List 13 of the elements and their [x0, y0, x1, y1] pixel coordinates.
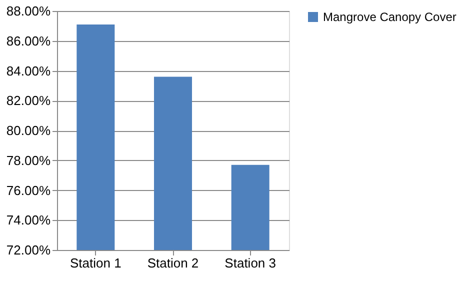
y-tick-label: 76.00% — [6, 182, 51, 198]
x-tick-label: Station 3 — [224, 256, 276, 270]
y-tick-label: 80.00% — [6, 123, 51, 138]
y-tick-label: 86.00% — [6, 33, 51, 48]
legend-label: Mangrove Canopy Cover — [323, 10, 456, 24]
y-tick-label: 88.00% — [6, 4, 51, 18]
y-tick-label: 84.00% — [6, 63, 51, 78]
x-tick-label: Station 1 — [70, 256, 122, 270]
y-tick-label: 72.00% — [6, 242, 51, 258]
y-tick-label: 74.00% — [6, 212, 51, 228]
y-tick-label: 78.00% — [6, 152, 51, 168]
y-tick-label: 82.00% — [6, 93, 51, 108]
x-tick-label: Station 2 — [147, 256, 199, 270]
